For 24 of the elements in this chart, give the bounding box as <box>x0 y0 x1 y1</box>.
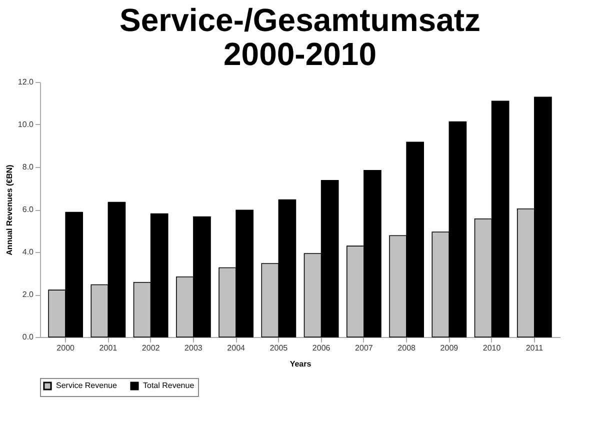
x-tick-label: 2002 <box>142 344 160 352</box>
y-tick-label: 12.0 <box>18 78 34 86</box>
x-tick-label: 2001 <box>99 344 118 352</box>
y-tick-label: 2.0 <box>22 290 34 299</box>
y-axis-title: Annual Revenues (€BN) <box>4 164 14 256</box>
x-tick-label: 2009 <box>440 344 459 352</box>
x-tick-label: 2000 <box>56 344 76 352</box>
y-tick-label: 4.0 <box>22 248 34 256</box>
y-tick-label: 6.0 <box>22 205 34 214</box>
x-tick-label: 2004 <box>227 344 246 352</box>
x-tick-label: 2011 <box>526 344 544 352</box>
legend-label: Service Revenue <box>56 380 118 390</box>
y-tick-label: 0.0 <box>22 332 34 342</box>
x-tick-label: 2003 <box>184 344 203 352</box>
legend-label: Total Revenue <box>143 380 195 390</box>
x-tick-label: 2005 <box>270 344 288 352</box>
x-tick-label: 2008 <box>398 344 416 352</box>
x-tick-label: 2006 <box>312 344 331 352</box>
y-tick-label: 8.0 <box>22 162 34 172</box>
x-tick-label: 2010 <box>482 344 502 352</box>
x-tick-label: 2007 <box>355 344 374 352</box>
chart-title: Service-/Gesamtumsatz 2000-2010 <box>119 2 481 72</box>
y-tick-label: 10.0 <box>18 120 34 129</box>
x-axis-title: Years <box>290 360 312 368</box>
